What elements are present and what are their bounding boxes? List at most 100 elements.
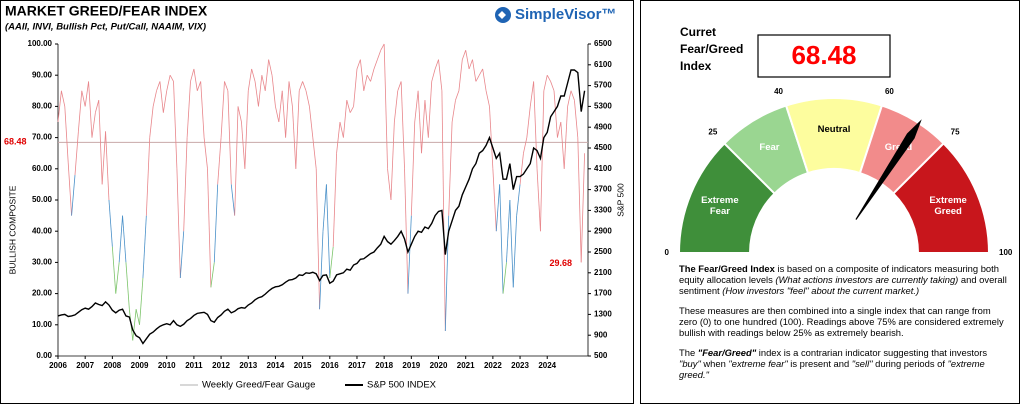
gauge-series-segment [516, 184, 521, 216]
gauge-series-segment [366, 75, 371, 82]
x-tick-label: 2008 [103, 361, 121, 370]
gauge-series-segment [179, 231, 185, 279]
gauge-series-segment [108, 199, 113, 247]
gauge-series-segment [533, 81, 538, 169]
gauge-series-segment [529, 81, 535, 107]
gauge-series-segment [458, 59, 463, 91]
gauge-series-segment [550, 81, 555, 91]
description-text: "extreme greed." [679, 358, 985, 380]
y2-tick-label: 4500 [594, 143, 612, 152]
gauge-series-segment [156, 81, 161, 91]
gauge-series-segment [105, 131, 110, 201]
gauge-tick-label: 25 [708, 127, 717, 136]
x-tick-label: 2019 [402, 361, 420, 370]
chart-subtitle: (AAII, INVI, Bullish Pct, Put/Call, NAAI… [5, 22, 206, 33]
gauge-series-segment [258, 75, 263, 107]
gauge-series-segment [472, 59, 477, 82]
gauge-series-segment [230, 184, 236, 216]
gauge-series-segment [407, 215, 412, 294]
gauge-series-segment [77, 90, 83, 132]
gauge-series-segment [292, 106, 297, 169]
y-tick-label: 10.00 [32, 320, 53, 329]
y2-tick-label: 6500 [594, 39, 612, 48]
gauge-series-segment [390, 121, 395, 201]
gauge-title: Curret [680, 25, 716, 39]
description-text: (What actions investors are currently ta… [775, 274, 959, 285]
gauge-series-segment [417, 90, 422, 154]
gauge-series-segment [237, 106, 242, 123]
y-tick-label: 0.00 [36, 351, 52, 360]
description-text: "extreme fear" [728, 358, 788, 369]
gauge-tick-label: 40 [774, 87, 783, 96]
gauge-series-segment [434, 59, 439, 70]
gauge-series-segment [125, 262, 130, 310]
gauge-series-segment [482, 68, 487, 91]
gauge-series-segment [200, 81, 205, 138]
gauge-series-segment [383, 43, 388, 169]
gauge-series-segment [478, 68, 484, 76]
gauge-series-segment [159, 81, 164, 113]
x-tick-label: 2009 [131, 361, 149, 370]
gauge-segment-label: Fear [759, 142, 779, 153]
y-tick-label: 100.00 [28, 39, 53, 48]
gauge-value: 68.48 [791, 40, 856, 70]
gauge-series-segment [448, 121, 453, 216]
x-tick-label: 2012 [212, 361, 230, 370]
gauge-segment [891, 141, 991, 254]
gauge-series-segment [421, 100, 426, 154]
description-text: when [700, 358, 729, 369]
x-tick-label: 2011 [185, 361, 203, 370]
gauge-series-segment [519, 153, 524, 185]
gauge-series-segment [224, 81, 229, 91]
gauge-series-segment [495, 184, 501, 232]
y-axis-label: BULLISH COMPOSITE [7, 185, 17, 274]
gauge-title: Fear/Greed [680, 42, 743, 56]
gauge-series-segment [373, 59, 378, 70]
gauge-series-segment [94, 100, 100, 113]
gauge-series-segment [162, 90, 168, 113]
y2-tick-label: 1700 [594, 289, 612, 298]
y2-tick-label: 2500 [594, 247, 612, 256]
gauge-series-segment [506, 199, 511, 263]
gauge-series-segment [322, 184, 327, 232]
gauge-series-segment [465, 50, 470, 70]
y2-tick-label: 2900 [594, 226, 612, 235]
gauge-series-segment [142, 215, 147, 279]
gauge-series-segment [485, 90, 490, 107]
gauge-series-segment [91, 112, 96, 138]
y2-tick-label: 4100 [594, 164, 612, 173]
gauge-series-segment [251, 68, 256, 82]
y2-tick-label: 2100 [594, 268, 612, 277]
gauge-series-segment [254, 81, 259, 107]
gauge-series-segment [213, 184, 219, 263]
gauge-needle [855, 119, 922, 220]
gauge-series-segment [312, 137, 317, 169]
description-text: is present and [787, 358, 852, 369]
gauge-series-segment [499, 184, 504, 294]
gauge-series-segment [376, 50, 382, 60]
gauge-series-segment [183, 137, 188, 232]
gauge-series-segment [227, 90, 232, 185]
gauge-series-segment [67, 162, 72, 216]
y-tick-label: 90.00 [32, 70, 53, 79]
gauge-series-segment [424, 100, 429, 138]
gauge-series-segment [546, 75, 551, 82]
gauge-series-segment [305, 90, 310, 107]
reference-label: 68.48 [4, 137, 27, 147]
gauge-series-segment [190, 68, 195, 82]
gauge-series-segment [574, 100, 579, 138]
gauge-series-segment [244, 90, 249, 169]
logo: SimpleVisor™ [515, 6, 616, 23]
gauge-series-segment [74, 131, 79, 176]
gauge-series-segment [132, 309, 137, 341]
logo-icon-mark [498, 11, 506, 19]
gauge-series-segment [397, 81, 402, 91]
description-text: The Fear/Greed Index [679, 263, 775, 274]
gauge-series-segment [332, 153, 337, 247]
gauge-series-segment [455, 90, 460, 101]
y2-tick-label: 5700 [594, 81, 612, 90]
legend-label: Weekly Greed/Fear Gauge [202, 380, 315, 391]
gauge-series-segment [145, 137, 151, 216]
gauge-series-segment [203, 137, 208, 169]
gauge-series-segment [281, 90, 287, 138]
